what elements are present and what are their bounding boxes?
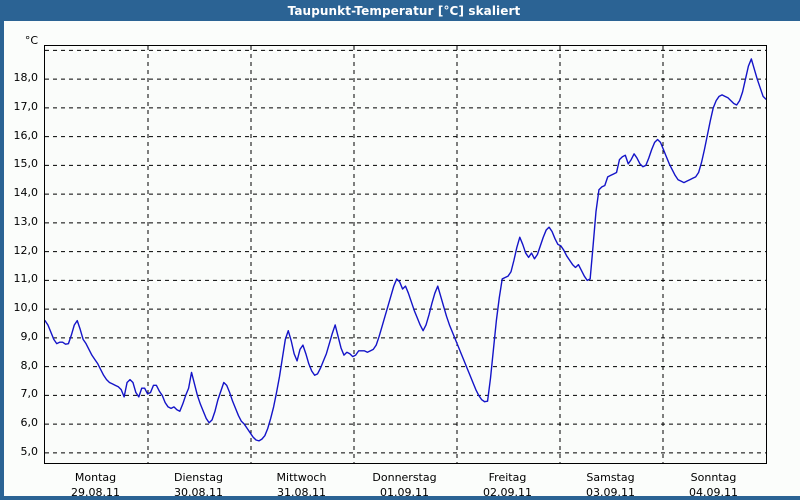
y-tick-label: 11,0 (13, 272, 39, 286)
plot-area (44, 45, 767, 464)
x-tick-label-freitag: Freitag 02.09.11 (456, 470, 559, 499)
chart-area: °C 5,0 6,0 7,0 8,0 9,0 10,0 11,0 12,0 13,0 14,0 15… (4, 21, 800, 499)
x-tick-date: 30.08.11 (174, 486, 223, 499)
y-tick-label: 14,0 (13, 186, 39, 200)
y-tick-label: 18,0 (13, 71, 39, 85)
y-tick-label: 12,0 (13, 243, 39, 257)
x-tick-day: Dienstag (173, 471, 224, 484)
x-tick-day: Mittwoch (276, 471, 327, 484)
x-tick-label-sonntag: Sonntag 04.09.11 (662, 470, 765, 499)
x-tick-day: Samstag (586, 471, 635, 484)
x-tick-day: Sonntag (690, 471, 737, 484)
y-tick-label: 7,0 (20, 387, 39, 401)
x-tick-date: 01.09.11 (380, 486, 429, 499)
y-axis-unit-label: °C (24, 34, 38, 48)
x-tick-date: 04.09.11 (689, 486, 738, 499)
y-tick-label: 17,0 (13, 99, 39, 113)
x-tick-day: Freitag (488, 471, 527, 484)
vertical-day-dividers (147, 46, 664, 463)
x-tick-label-samstag: Samstag 03.09.11 (559, 470, 662, 499)
x-tick-label-montag: Montag 29.08.11 (44, 470, 147, 499)
chart-canvas (45, 46, 766, 463)
series-line-taupunkt-temperatur (45, 58, 766, 442)
x-tick-date: 03.09.11 (586, 486, 635, 499)
page-title: Taupunkt-Temperatur [°C] skaliert (287, 3, 521, 18)
x-tick-date: 29.08.11 (71, 486, 120, 499)
y-tick-label: 15,0 (13, 157, 39, 171)
x-tick-date: 31.08.11 (277, 486, 326, 499)
y-tick-label: 5,0 (20, 444, 39, 458)
x-tick-day: Montag (74, 471, 117, 484)
x-tick-date: 02.09.11 (483, 486, 532, 499)
window-title-bar: Taupunkt-Temperatur [°C] skaliert (4, 0, 800, 21)
y-tick-label: 9,0 (20, 329, 39, 343)
y-tick-label: 8,0 (20, 358, 39, 372)
x-tick-label-dienstag: Dienstag 30.08.11 (147, 470, 250, 499)
x-tick-day: Donnerstag (372, 471, 437, 484)
x-tick-label-mittwoch: Mittwoch 31.08.11 (250, 470, 353, 499)
y-tick-label: 10,0 (13, 301, 39, 315)
y-tick-label: 6,0 (20, 416, 39, 430)
y-tick-label: 13,0 (13, 214, 39, 228)
x-tick-label-donnerstag: Donnerstag 01.09.11 (353, 470, 456, 499)
horizontal-gridlines (45, 49, 766, 454)
y-tick-label: 16,0 (13, 128, 39, 142)
